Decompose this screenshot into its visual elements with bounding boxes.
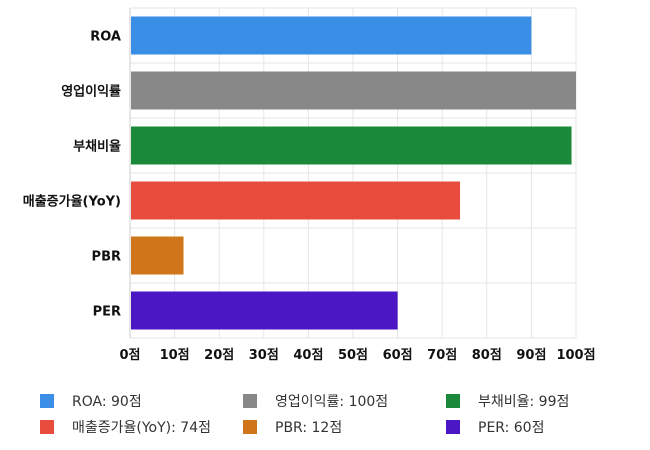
category-label: 매출증가율(YoY) xyxy=(23,194,121,210)
x-tick-label: 90점 xyxy=(516,348,546,363)
legend-item: 부채비율: 99점 xyxy=(446,392,636,410)
legend-item: PER: 60점 xyxy=(446,418,636,436)
x-tick-label: 100점 xyxy=(556,348,595,363)
legend-swatch xyxy=(243,394,257,408)
legend-label: 부채비율: 99점 xyxy=(478,394,570,410)
legend-swatch xyxy=(40,420,54,434)
x-tick-label: 0점 xyxy=(119,348,140,363)
x-tick-label: 10점 xyxy=(160,348,190,363)
legend-swatch xyxy=(40,394,54,408)
legend-label: PBR: 12점 xyxy=(275,420,343,436)
legend-label: 매출증가율(YoY): 74점 xyxy=(72,420,211,436)
x-tick-label: 60점 xyxy=(383,348,413,363)
legend-swatch xyxy=(446,394,460,408)
legend-swatch xyxy=(243,420,257,434)
category-label: PER xyxy=(93,305,121,320)
category-label: PBR xyxy=(92,250,121,265)
bar-2 xyxy=(131,126,572,165)
x-tick-label: 70점 xyxy=(427,348,457,363)
bar-1 xyxy=(131,71,576,110)
x-tick-label: 30점 xyxy=(249,348,279,363)
legend-item: PBR: 12점 xyxy=(243,418,446,436)
x-tick-label: 50점 xyxy=(338,348,368,363)
legend-item: 영업이익률: 100점 xyxy=(243,392,446,410)
legend-item: ROA: 90점 xyxy=(40,392,243,410)
category-label: 부채비율 xyxy=(73,139,121,155)
category-label: ROA xyxy=(90,30,121,45)
legend-label: PER: 60점 xyxy=(478,420,545,436)
bar-4 xyxy=(131,236,184,275)
bar-3 xyxy=(131,181,461,220)
legend-swatch xyxy=(446,420,460,434)
x-tick-label: 80점 xyxy=(472,348,502,363)
bar-5 xyxy=(131,291,398,330)
category-label: 영업이익률 xyxy=(61,84,121,100)
x-tick-label: 40점 xyxy=(293,348,323,363)
bar-chart: 0점 10점 20점 30점 40점 50점 60점 70점 80점 90점 100점 ROA 영업이익… xyxy=(23,7,596,363)
bar-0 xyxy=(131,16,532,55)
legend-item: 매출증가율(YoY): 74점 xyxy=(40,418,243,436)
legend-label: 영업이익률: 100점 xyxy=(275,394,389,410)
x-tick-label: 20점 xyxy=(204,348,234,363)
legend-label: ROA: 90점 xyxy=(72,394,142,410)
